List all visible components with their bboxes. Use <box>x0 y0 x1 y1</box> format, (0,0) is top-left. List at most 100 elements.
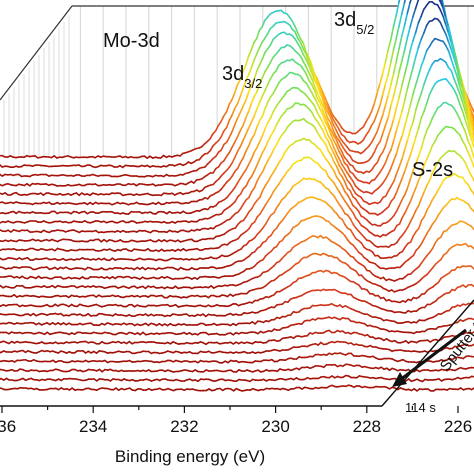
spectrum-segment <box>236 111 242 119</box>
spectrum-segment <box>420 57 425 68</box>
spectrum-segment <box>469 114 474 125</box>
spectrum-segment <box>250 151 256 160</box>
spectrum-segment <box>387 148 392 156</box>
spectrum-segment <box>393 224 398 232</box>
spectrum-segment <box>420 237 426 245</box>
spectrum-segment <box>420 164 426 175</box>
spectrum-segment <box>215 151 220 158</box>
spectrum-segment <box>453 66 458 77</box>
spectrum-segment <box>453 57 458 68</box>
spectrum-segment <box>453 51 458 64</box>
spectrum-segment <box>253 146 258 153</box>
spectrum-segment <box>319 148 324 156</box>
spectrum-segment <box>248 158 253 166</box>
spectrum-segment <box>403 62 409 76</box>
spectrum-segment <box>335 158 341 167</box>
spectrum-segment <box>401 49 406 62</box>
spectrum-segment <box>381 145 387 153</box>
spectrum-segment <box>245 127 250 135</box>
spectrum-segment <box>321 109 327 118</box>
spectrum-segment <box>418 219 423 229</box>
spectrum-segment <box>217 162 223 168</box>
spectrum-segment <box>278 198 283 205</box>
spectrum-segment <box>264 66 269 73</box>
spectrum-segment <box>398 59 403 73</box>
spectrum-segment <box>253 37 258 44</box>
spectrum-segment <box>237 177 242 184</box>
spectrum-segment <box>387 185 393 192</box>
spectrum-segment <box>341 169 346 176</box>
spectrum-segment <box>341 163 346 170</box>
spectrum-segment <box>349 189 354 198</box>
spectrum-segment <box>434 134 439 142</box>
spectrum-segment <box>337 128 343 136</box>
spectrum-segment <box>228 114 233 121</box>
spectrum-segment <box>370 151 376 158</box>
spectrum-segment <box>231 107 236 116</box>
spectrum-segment <box>417 173 423 181</box>
spectrum-fill <box>0 78 474 244</box>
spectrum-segment <box>310 66 316 77</box>
spectrum-segment <box>409 235 415 243</box>
spectrum-segment <box>294 25 299 34</box>
spectrum-segment <box>442 27 447 36</box>
spectrum-segment <box>250 59 255 69</box>
spectrum-17 <box>0 78 474 244</box>
spectrum-segment <box>425 93 431 105</box>
spectrum-segment <box>420 257 426 264</box>
spectrum-segment <box>324 109 329 120</box>
spectrum-segment <box>305 65 310 74</box>
spectrum-segment <box>455 74 461 87</box>
spectrum-segment <box>335 152 340 160</box>
spectrum-segment <box>245 110 250 119</box>
spectrum-segment <box>318 97 324 105</box>
spectrum-segment <box>384 49 389 64</box>
spectrum-segment <box>269 73 275 80</box>
spectrum-segment <box>261 70 266 79</box>
spectrum-segment <box>439 206 445 213</box>
spectrum-segment <box>426 228 431 234</box>
spectrum-segment <box>406 1 411 15</box>
spectrum-segment <box>387 127 392 137</box>
spectrum-segment <box>275 101 280 108</box>
spectrum-segment <box>220 115 225 123</box>
spectrum-segment <box>431 166 437 174</box>
spectrum-segment <box>247 49 252 58</box>
spectrum-segment <box>327 126 332 135</box>
spectrum-segment <box>310 83 316 91</box>
spectrum-segment <box>316 102 321 110</box>
spectrum-segment <box>403 87 409 102</box>
spectrum-segment <box>390 94 395 107</box>
spectrum-segment <box>270 190 275 198</box>
spectrum-segment <box>316 97 321 104</box>
spectrum-segment <box>395 165 401 175</box>
spectrum-segment <box>275 223 281 230</box>
spectrum-segment <box>409 120 414 131</box>
spectrum-segment <box>245 163 250 171</box>
spectrum-segment <box>398 135 403 145</box>
spectrum-segment <box>395 120 401 132</box>
spectrum-segment <box>267 175 272 182</box>
spectrum-segment <box>415 179 420 189</box>
spectrum-segment <box>466 95 471 105</box>
spectrum-segment <box>237 145 242 152</box>
spectrum-segment <box>417 65 423 77</box>
spectrum-segment <box>412 56 417 69</box>
spectrum-segment <box>272 124 278 132</box>
spectrum-segment <box>467 151 472 159</box>
spectrum-segment <box>412 209 417 217</box>
spectrum-segment <box>332 146 338 154</box>
spectrum-segment <box>338 139 343 146</box>
spectrum-segment <box>431 241 437 250</box>
spectrum-segment <box>324 127 330 137</box>
spectrum-segment <box>308 87 313 94</box>
spectrum-segment <box>464 109 469 121</box>
spectrum-segment <box>343 148 349 155</box>
spectrum-segment <box>253 70 258 81</box>
spectrum-segment <box>239 70 244 81</box>
spectrum-segment <box>439 179 445 187</box>
spectrum-segment <box>467 183 472 191</box>
spectrum-segment <box>275 203 281 209</box>
spectrum-segment <box>264 218 270 225</box>
spectrum-segment <box>321 97 327 108</box>
